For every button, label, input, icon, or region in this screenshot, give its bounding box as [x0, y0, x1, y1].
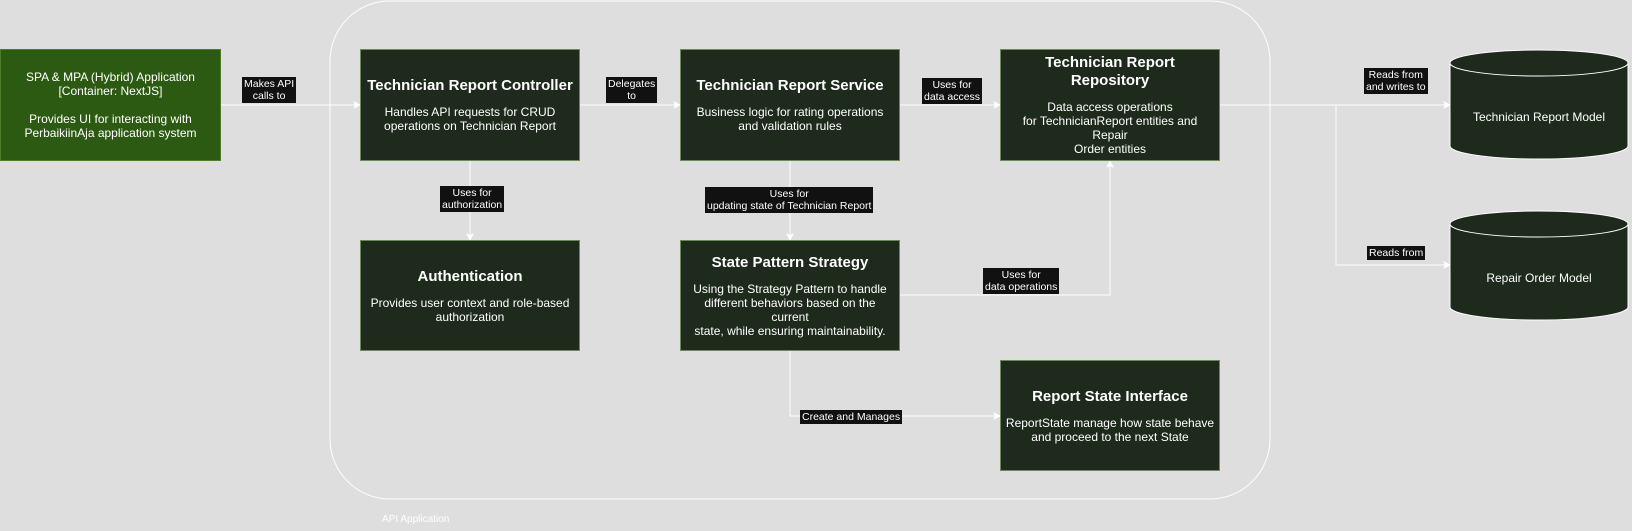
technician-report-model-label: Technician Report Model — [1472, 110, 1606, 124]
technician-report-controller-node: Technician Report Controller Handles API… — [360, 49, 580, 161]
edge-label-service-repository: Uses for data access — [922, 78, 983, 104]
edge-label-controller-service: Delegates to — [606, 77, 658, 103]
repair-order-model-label: Repair Order Model — [1486, 271, 1592, 285]
state-pattern-strategy-node: State Pattern Strategy Using the Strateg… — [680, 240, 900, 351]
service-title: Technician Report Service — [696, 77, 884, 94]
auth-title: Authentication — [417, 267, 523, 285]
edge-label-spa-controller: Makes API calls to — [242, 77, 297, 103]
service-description: Business logic for rating operations and… — [696, 105, 884, 133]
database-technician-report-model — [1449, 49, 1629, 160]
controller-description: Handles API requests for CRUD operations… — [384, 105, 556, 133]
api-application-boundary-label: API Application — [382, 514, 450, 525]
authentication-node: Authentication Provides user context and… — [360, 240, 580, 351]
strategy-description: Using the Strategy Pattern to handle dif… — [693, 281, 887, 338]
edge-label-strategy-repository: Uses for data operations — [983, 268, 1060, 294]
state-interface-title: Report State Interface — [1032, 387, 1188, 405]
state-interface-description: ReportState manage how state behave and … — [1005, 415, 1215, 444]
edge-strategy-repository — [900, 160, 1114, 296]
spa-mpa-application-node: SPA & MPA (Hybrid) Application [Containe… — [0, 49, 221, 161]
database-repair-order-model — [1449, 210, 1629, 321]
edge-label-service-strategy: Uses for updating state of Technician Re… — [705, 187, 874, 213]
edge-repo-repair-model — [1335, 105, 1451, 269]
controller-title: Technician Report Controller — [367, 77, 573, 94]
api-application-boundary — [329, 0, 1271, 500]
edge-strategy-state — [789, 351, 1001, 420]
edge-label-repo-repair-model: Reads from — [1367, 246, 1426, 260]
edge-label-controller-auth: Uses for authorization — [440, 186, 505, 212]
report-state-interface-node: Report State Interface ReportState manag… — [1000, 360, 1220, 471]
auth-description: Provides user context and role-based aut… — [370, 295, 570, 324]
repository-title: Technician Report Repository — [1045, 54, 1175, 89]
edge-label-repo-tech-model: Reads from and writes to — [1364, 68, 1428, 94]
repository-description: Data access operations for TechnicianRep… — [1022, 100, 1198, 156]
technician-report-repository-node: Technician Report Repository Data access… — [1000, 49, 1220, 161]
strategy-title: State Pattern Strategy — [711, 253, 869, 271]
technician-report-service-node: Technician Report Service Business logic… — [680, 49, 900, 161]
edge-label-strategy-state: Create and Manages — [800, 410, 903, 424]
spa-node-description: SPA & MPA (Hybrid) Application [Containe… — [24, 70, 197, 140]
